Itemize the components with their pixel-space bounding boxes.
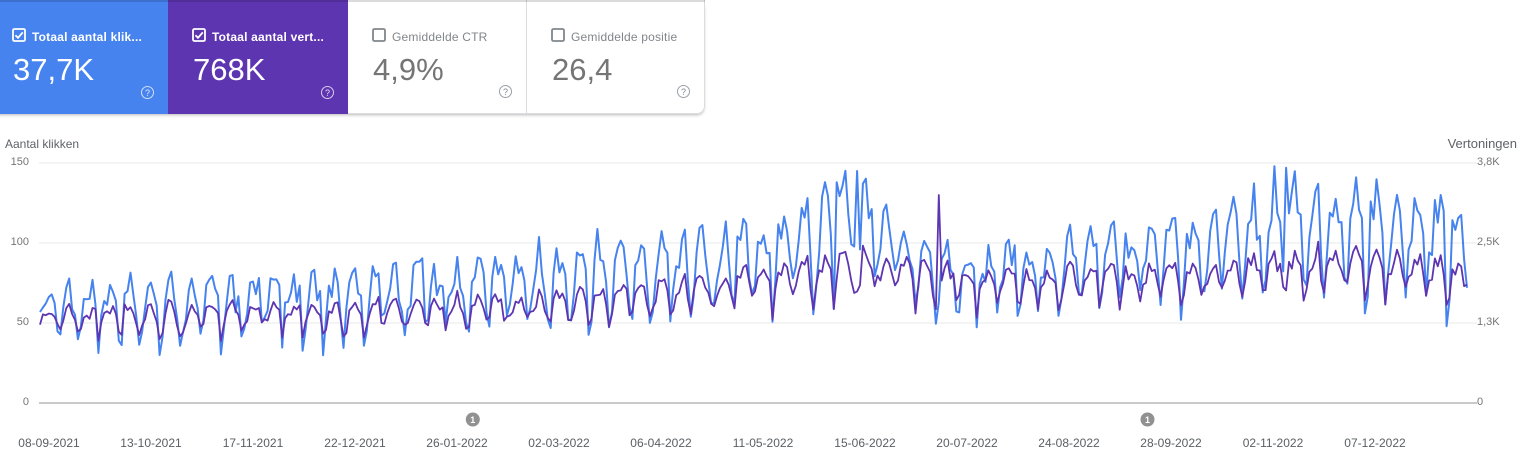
svg-text:1: 1 xyxy=(470,415,475,425)
svg-text:1: 1 xyxy=(1145,415,1150,425)
